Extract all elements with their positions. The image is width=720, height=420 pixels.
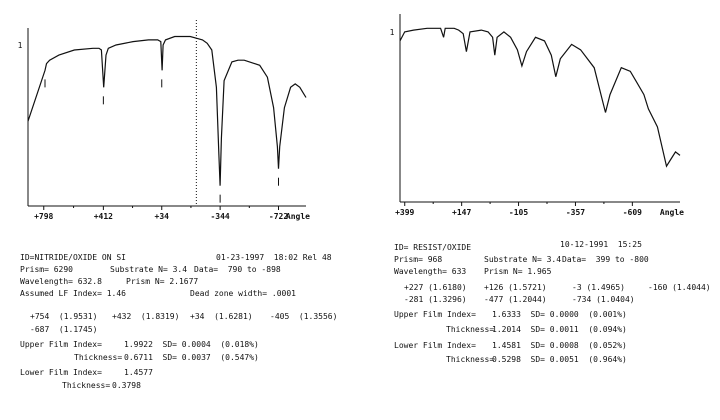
right-y-axis-label: 1 xyxy=(390,28,395,37)
left-mode-1: +754 (1.9531) xyxy=(30,312,98,321)
right-prism: Prism= 968 xyxy=(394,255,443,264)
left-prism-n: Prism N= 2.1677 xyxy=(126,277,199,286)
left-substrate: Substrate N= 3.4 xyxy=(110,265,188,274)
left-lower-thickness-label: Thickness= xyxy=(62,381,111,390)
right-mode-7: -734 (1.0404) xyxy=(572,295,635,304)
left-upper-index-label: Upper Film Index= xyxy=(20,340,102,349)
left-lower-thickness-value: 0.3798 xyxy=(112,381,141,390)
left-upper-thickness-label: Thickness= xyxy=(74,353,123,362)
right-mode-1: +227 (1.6180) xyxy=(404,283,467,292)
right-x-tick-label: +147 xyxy=(452,208,471,217)
left-x-tick-label: -722 xyxy=(269,212,288,221)
left-upper-thickness-value: 0.6711 SD= 0.0037 (0.547%) xyxy=(124,353,259,362)
left-date-line: 01-23-1997 18:02 Rel 48 xyxy=(216,253,332,262)
left-mode-5: -687 (1.1745) xyxy=(30,325,98,334)
right-upper-index-label: Upper Film Index= xyxy=(394,310,476,319)
right-upper-index-value: 1.6333 SD= 0.0000 (0.001%) xyxy=(492,310,627,319)
right-mode-5: -281 (1.3296) xyxy=(404,295,467,304)
left-x-tick-label: +34 xyxy=(155,212,170,221)
right-mode-2: +126 (1.5721) xyxy=(484,283,547,292)
left-mode-3: +34 (1.6281) xyxy=(190,312,253,321)
left-lower-index-value: 1.4577 xyxy=(124,368,153,377)
left-series-line xyxy=(27,35,307,186)
left-y-axis-label: 1 xyxy=(18,41,23,50)
right-id-line: ID= RESIST/OXIDE xyxy=(394,243,472,252)
left-prism: Prism= 6290 xyxy=(20,265,73,274)
left-id-line: ID=NITRIDE/OXIDE ON SI xyxy=(20,253,126,262)
left-x-tick-label: -344 xyxy=(210,212,229,221)
left-mode-2: +432 (1.8319) xyxy=(112,312,180,321)
right-mode-6: -477 (1.2044) xyxy=(484,295,547,304)
right-data-range: Data= 399 to -800 xyxy=(562,255,649,264)
left-x-tick-label: +412 xyxy=(94,212,113,221)
left-assumed-lf-index: Assumed LF Index= 1.46 xyxy=(20,289,126,298)
right-mode-3: -3 (1.4965) xyxy=(572,283,625,292)
right-x-axis-label: Angle xyxy=(660,208,684,217)
right-x-tick-label: -609 xyxy=(623,208,642,217)
left-x-axis-label: Angle xyxy=(286,212,310,221)
right-date-line: 10-12-1991 15:25 xyxy=(560,240,642,249)
right-prism-coupler-report: 1 +399 +147 -105 -357 -609 Angle ID= RESIST/OX… xyxy=(380,0,720,420)
right-lower-thickness-value: 0.5298 SD= 0.0051 (0.964%) xyxy=(492,355,627,364)
left-lower-index-label: Lower Film Index= xyxy=(20,368,102,377)
right-prism-n: Prism N= 1.965 xyxy=(484,267,552,276)
right-substrate: Substrate N= 3.4 xyxy=(484,255,562,264)
right-wavelength: Wavelength= 633 xyxy=(394,267,467,276)
right-upper-thickness-label: Thickness= xyxy=(446,325,495,334)
right-x-tick-label: -357 xyxy=(566,208,585,217)
left-upper-index-value: 1.9922 SD= 0.0004 (0.018%) xyxy=(124,340,259,349)
left-dead-zone: Dead zone width= .0001 xyxy=(190,289,296,298)
right-series-line xyxy=(399,27,681,168)
left-x-tick-label: +798 xyxy=(34,212,53,221)
left-data-range: Data= 790 to -898 xyxy=(194,265,281,274)
left-wavelength: Wavelength= 632.8 xyxy=(20,277,102,286)
right-lower-index-value: 1.4581 SD= 0.0008 (0.052%) xyxy=(492,341,627,350)
right-chart: 1 +399 +147 -105 -357 -609 Angle xyxy=(390,14,684,217)
right-lower-index-label: Lower Film Index= xyxy=(394,341,476,350)
left-mode-4: -405 (1.3556) xyxy=(270,312,338,321)
right-mode-4: -160 (1.4044) xyxy=(648,283,711,292)
right-lower-thickness-label: Thickness= xyxy=(446,355,495,364)
right-upper-thickness-value: 1.2014 SD= 0.0011 (0.094%) xyxy=(492,325,627,334)
right-x-tick-label: +399 xyxy=(395,208,414,217)
left-prism-coupler-report: 1 +798 +412 +34 -344 -722 Angle ID=NITRIDE/OXI… xyxy=(18,20,338,390)
right-x-tick-label: -105 xyxy=(509,208,528,217)
